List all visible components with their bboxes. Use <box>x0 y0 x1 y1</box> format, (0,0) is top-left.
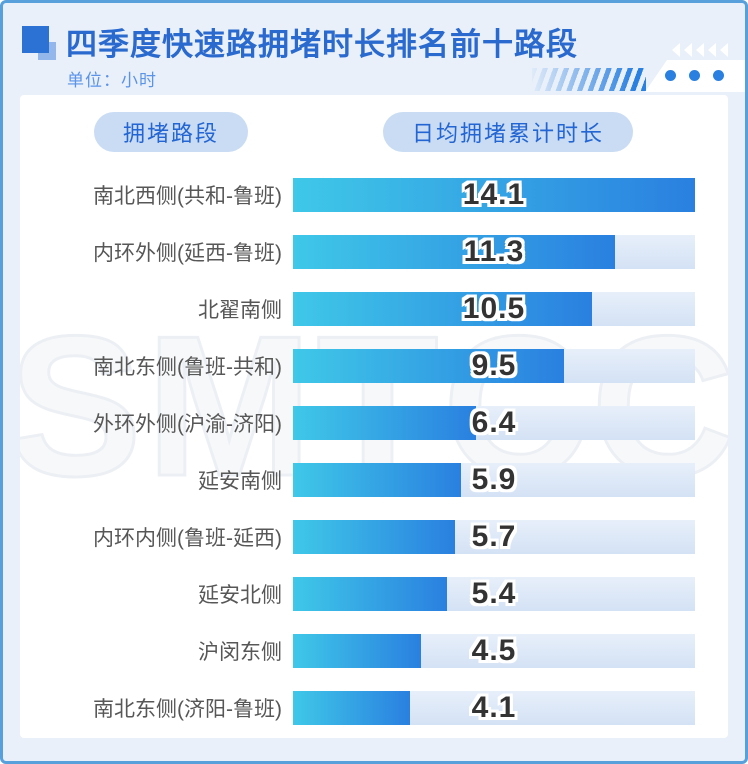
dot-icon <box>689 70 700 81</box>
title-squares-icon <box>22 26 58 62</box>
bar-fill <box>293 406 476 440</box>
bar-value: 5.9 <box>471 463 517 496</box>
bar-track: 4.1 <box>293 691 695 725</box>
chevron-left-icon <box>672 43 680 57</box>
bar-row: 南北东侧(鲁班-共和) 9.5 <box>20 349 695 383</box>
road-label: 外环外侧(沪渝-济阳) <box>93 413 282 436</box>
bar-track: 6.4 <box>293 406 695 440</box>
road-label: 北翟南侧 <box>198 299 282 322</box>
bar-track: 5.7 <box>293 520 695 554</box>
bar-value: 5.7 <box>471 520 517 553</box>
chevron-left-icon <box>720 43 728 57</box>
chevron-left-icon <box>708 43 716 57</box>
bar-row: 内环内侧(鲁班-延西) 5.7 <box>20 520 695 554</box>
dot-icon <box>713 70 724 81</box>
road-label: 内环外侧(延西-鲁班) <box>93 242 282 265</box>
bar-value: 9.5 <box>471 349 517 382</box>
road-label: 内环内侧(鲁班-延西) <box>93 527 282 550</box>
road-label: 延安南侧 <box>198 470 282 493</box>
bar-row: 南北西侧(共和-鲁班) 14.1 <box>20 178 695 212</box>
chart-card: SMTCC 拥堵路段 日均拥堵累计时长 南北西侧(共和-鲁班) 14.1 内环外… <box>20 95 728 738</box>
bar-track: 5.9 <box>293 463 695 497</box>
chevron-left-icon <box>696 43 704 57</box>
bar-track: 5.4 <box>293 577 695 611</box>
title-square-front-icon <box>22 26 49 53</box>
bar-value: 5.4 <box>471 577 517 610</box>
bar-fill <box>293 349 564 383</box>
bar-fill <box>293 577 447 611</box>
bar-row: 沪闵东侧 4.5 <box>20 634 695 668</box>
bar-row: 南北东侧(济阳-鲁班) 4.1 <box>20 691 695 725</box>
road-label: 南北西侧(共和-鲁班) <box>93 185 282 208</box>
chevron-left-icons <box>672 43 728 57</box>
corner-tab-decoration <box>645 60 745 92</box>
bar-row: 外环外侧(沪渝-济阳) 6.4 <box>20 406 695 440</box>
bar-row: 北翟南侧 10.5 <box>20 292 695 326</box>
dot-icon <box>665 70 676 81</box>
chevron-left-icon <box>684 43 692 57</box>
bar-fill <box>293 634 422 668</box>
road-label: 南北东侧(鲁班-共和) <box>93 356 282 379</box>
road-label: 延安北侧 <box>198 584 282 607</box>
bar-fill <box>293 463 462 497</box>
diagonal-stripes-decoration <box>532 68 646 91</box>
bar-track: 9.5 <box>293 349 695 383</box>
bar-track: 10.5 <box>293 292 695 326</box>
bar-track: 4.5 <box>293 634 695 668</box>
bar-row: 内环外侧(延西-鲁班) 11.3 <box>20 235 695 269</box>
bar-fill <box>293 235 615 269</box>
bar-value: 4.1 <box>471 691 517 724</box>
column-header-road: 拥堵路段 <box>94 112 249 152</box>
bar-track: 14.1 <box>293 178 695 212</box>
page-title: 四季度快速路拥堵时长排名前十路段 <box>66 27 578 62</box>
bar-value: 14.1 <box>462 178 526 211</box>
bar-fill <box>293 292 593 326</box>
column-header-duration: 日均拥堵累计时长 <box>383 112 634 152</box>
bar-fill <box>293 520 456 554</box>
bar-row: 延安南侧 5.9 <box>20 463 695 497</box>
unit-label: 单位：小时 <box>67 71 157 90</box>
road-label: 沪闵东侧 <box>198 641 282 664</box>
bar-value: 10.5 <box>462 292 526 325</box>
bar-value: 4.5 <box>471 634 517 667</box>
bar-fill <box>293 691 410 725</box>
bar-track: 11.3 <box>293 235 695 269</box>
bar-row: 延安北侧 5.4 <box>20 577 695 611</box>
bar-value: 6.4 <box>471 406 517 439</box>
rows: 南北西侧(共和-鲁班) 14.1 内环外侧(延西-鲁班) 11.3 北翟南侧 1… <box>20 178 728 725</box>
bar-value: 11.3 <box>463 235 525 268</box>
bar-fill <box>293 178 695 212</box>
road-label: 南北东侧(济阳-鲁班) <box>93 698 282 721</box>
